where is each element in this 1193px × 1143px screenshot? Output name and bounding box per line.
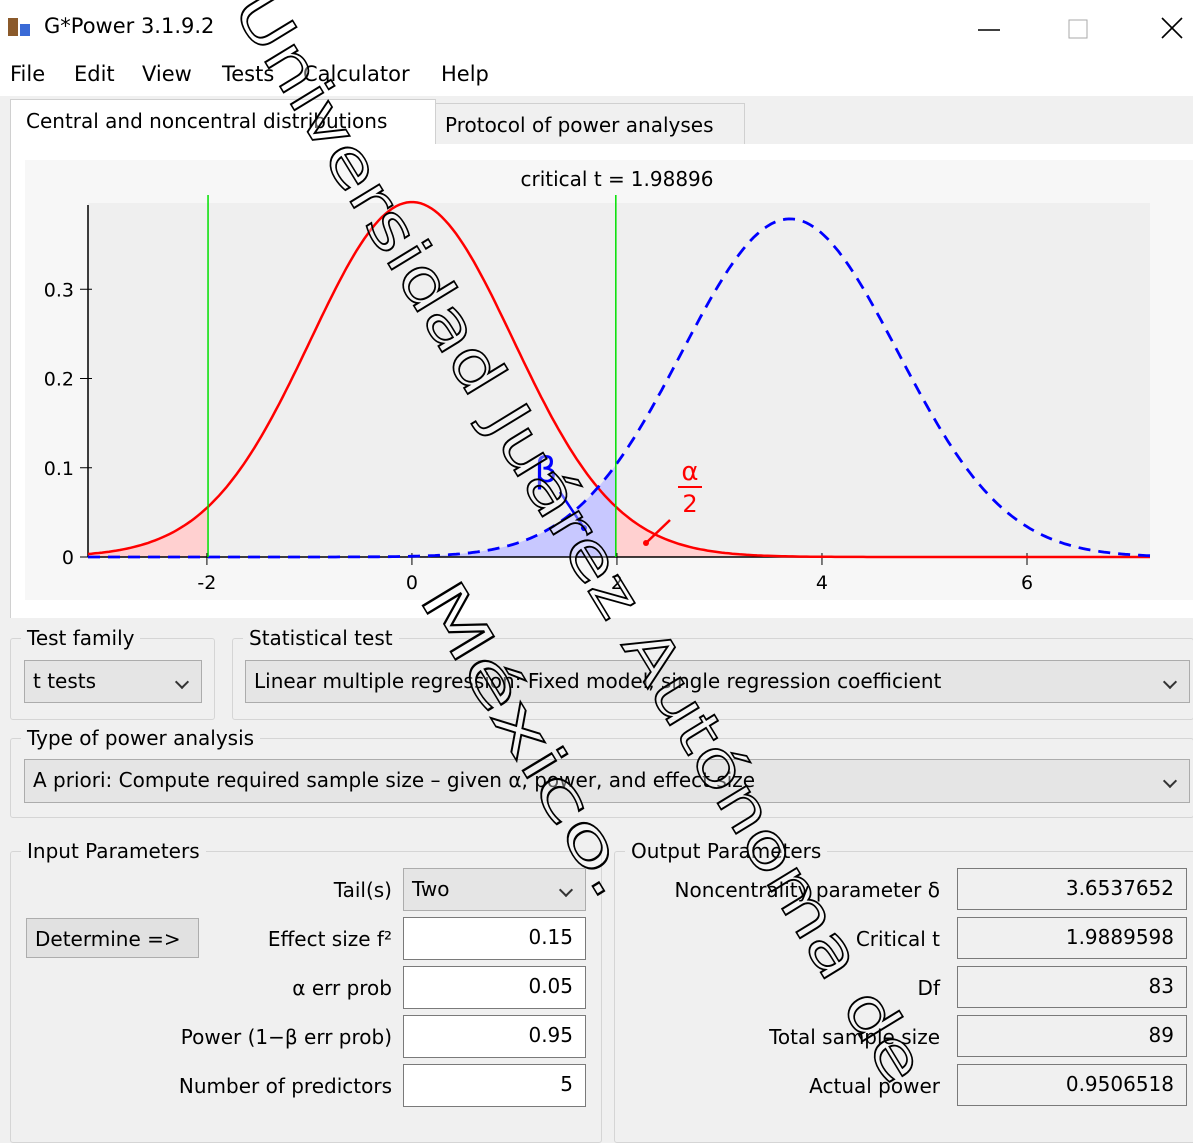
y-tick-label: 0.1 (44, 458, 74, 480)
output-field: 1.9889598 (957, 917, 1187, 959)
power-analysis-select[interactable]: A priori: Compute required sample size –… (24, 759, 1190, 803)
text: 89 (1148, 1023, 1174, 1047)
text: 0.95 (528, 1023, 573, 1047)
text: 3.6537652 (1065, 876, 1174, 900)
noncentral-curve (88, 217, 1151, 559)
statistical-test-select[interactable]: Linear multiple regression: Fixed model,… (245, 660, 1190, 703)
select-value: t tests (33, 669, 97, 693)
tails-select[interactable]: Two (403, 868, 586, 911)
x-tick-label: 4 (816, 572, 828, 594)
output-field: 0.9506518 (957, 1064, 1187, 1106)
critical-value: 1.98896 (631, 167, 714, 191)
text: Actual power (809, 1074, 940, 1098)
text: Tail(s) (333, 878, 392, 902)
plot-area (88, 203, 1150, 557)
annotation: critical t = (520, 167, 624, 191)
x-tick-label: 6 (1021, 572, 1033, 594)
text: Total sample size (769, 1025, 940, 1049)
input-field[interactable]: 5 (403, 1064, 586, 1107)
input-label: Effect size f² (100, 927, 392, 951)
x-tick-label: 0 (406, 572, 418, 594)
statistical-test-group: Statistical test (232, 626, 1193, 720)
output-label: Actual power (620, 1074, 940, 1098)
input-label: Power (1−β err prob) (100, 1025, 392, 1049)
alpha-label: α (681, 457, 698, 487)
select-value: A priori: Compute required sample size –… (33, 768, 756, 792)
group-label: Input Parameters (21, 839, 206, 863)
menu-item[interactable]: Tests (222, 62, 275, 86)
text: 5 (560, 1072, 573, 1096)
test-family-select[interactable]: t tests (24, 660, 202, 703)
text: Number of predictors (178, 1074, 392, 1098)
group-label: Test family (21, 626, 141, 650)
x-tick-label: -2 (197, 572, 216, 594)
text: 0.05 (528, 974, 573, 998)
y-tick-label: 0 (62, 547, 74, 569)
critical-label: critical t = 1.98896 (520, 167, 713, 191)
input-field[interactable]: 0.95 (403, 1015, 586, 1058)
text: Noncentrality parameter δ (674, 878, 941, 902)
text: 0.9506518 (1065, 1072, 1174, 1096)
output-label: Noncentrality parameter δ (620, 878, 941, 902)
button-label: Determine => (35, 927, 181, 951)
text: Df (917, 976, 940, 1000)
app-icon (8, 18, 30, 36)
text: Critical t (855, 927, 940, 951)
input-field[interactable]: 0.15 (403, 917, 586, 960)
input-label: Number of predictors (100, 1074, 392, 1098)
power-analysis-group: Type of power analysis (10, 726, 1193, 818)
determine-button[interactable]: Determine => (26, 918, 199, 958)
group-label: Output Parameters (625, 839, 828, 863)
output-label: Total sample size (620, 1025, 940, 1049)
window-title: G*Power 3.1.9.2 (44, 14, 215, 38)
menu-item[interactable]: File (10, 62, 46, 86)
beta-dot (581, 525, 587, 531)
menu-item[interactable]: Edit (74, 62, 115, 86)
output-field: 89 (957, 1015, 1187, 1057)
text: Power (1−β err prob) (180, 1025, 392, 1049)
text: α err prob (292, 976, 392, 1000)
y-tick-label: 0.2 (44, 369, 74, 391)
tab-label: Central and noncentral distributions (26, 109, 388, 133)
text: 83 (1148, 974, 1174, 998)
window-controls[interactable] (960, 8, 1190, 48)
select-value: Linear multiple regression: Fixed model,… (254, 669, 942, 693)
output-field: 83 (957, 966, 1187, 1008)
output-label: Df (620, 976, 940, 1000)
menu-item[interactable]: View (142, 62, 192, 86)
text: Effect size f² (267, 927, 392, 951)
beta-label: β (535, 450, 558, 491)
alpha-area (88, 506, 209, 557)
title-bar: G*Power 3.1.9.2 (0, 0, 1193, 52)
menu-item[interactable]: Help (441, 62, 489, 86)
central-curve (87, 200, 1150, 559)
tab-active[interactable]: Central and noncentral distributions (10, 99, 436, 146)
tab-label: Protocol of power analyses (445, 113, 714, 137)
menu-bar: File Edit View Tests Calculator Help (0, 52, 1193, 96)
distribution-chart: -2 0 2 4 6 0 0.1 0.2 0.3 critical t = 1.98896 β α 2 (43, 167, 1151, 594)
text: Two (412, 877, 450, 901)
group-label: Type of power analysis (21, 726, 261, 750)
y-tick-label: 0.3 (44, 279, 74, 301)
text: 0.15 (528, 925, 573, 949)
input-field[interactable]: 0.05 (403, 966, 586, 1009)
input-label: Tail(s) (100, 878, 392, 902)
group-label: Statistical test (243, 626, 399, 650)
tab[interactable]: Protocol of power analyses (435, 103, 745, 145)
alpha-pointer (645, 519, 671, 544)
test-family-group: Test family (10, 626, 215, 720)
input-label: α err prob (100, 976, 392, 1000)
output-field: 3.6537652 (957, 868, 1187, 910)
text: 1.9889598 (1065, 925, 1174, 949)
alpha-area (615, 506, 1150, 557)
beta-area (88, 464, 616, 557)
alpha-dot (643, 540, 649, 546)
alpha-denominator: 2 (682, 490, 697, 518)
output-label: Critical t (620, 927, 940, 951)
menu-item[interactable]: Calculator (303, 62, 410, 86)
x-tick-label: 2 (611, 572, 623, 594)
beta-pointer (558, 491, 586, 529)
